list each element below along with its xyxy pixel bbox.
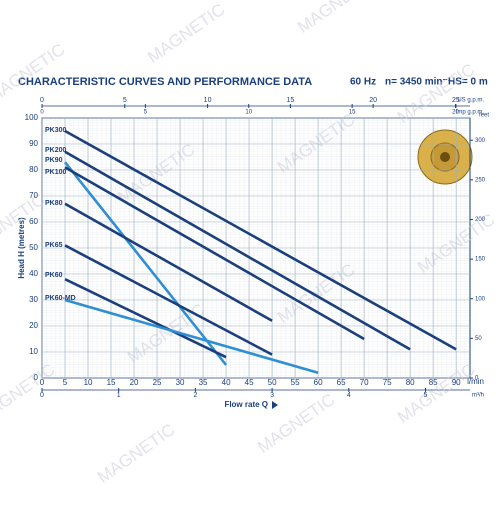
chart-title: CHARACTERISTIC CURVES AND PERFORMANCE DA… <box>18 76 312 88</box>
y2-tick-label: 250 <box>475 177 486 183</box>
axis-unit: Imp g.p.m. <box>456 110 485 116</box>
x-tick-label: 65 <box>337 378 346 387</box>
y-tick-label: 0 <box>34 373 39 382</box>
secondary-tick-label: 0 <box>40 110 44 116</box>
y-tick-label: 50 <box>29 243 38 252</box>
series-label: PK65 <box>45 242 63 249</box>
x-tick-label: 25 <box>153 378 162 387</box>
x-tick-label: 10 <box>84 378 93 387</box>
y-tick-label: 70 <box>29 191 38 200</box>
x-tick-label: 35 <box>199 378 208 387</box>
y2-tick-label: 0 <box>475 376 479 382</box>
series-line <box>64 202 273 322</box>
secondary-tick-label: 10 <box>204 97 212 104</box>
x-tick-label: 55 <box>291 378 300 387</box>
x-tick-label: 60 <box>314 378 323 387</box>
axis-unit: US g.p.m. <box>457 98 484 104</box>
secondary-tick-label: 5 <box>144 110 148 116</box>
y-tick-label: 40 <box>29 269 38 278</box>
secondary-tick-label: 4 <box>347 392 351 399</box>
x-tick-label: 85 <box>429 378 438 387</box>
secondary-tick-label: 0 <box>40 97 44 104</box>
secondary-tick-label: 25 <box>452 97 460 104</box>
annotation: 60 Hz <box>350 77 376 88</box>
x-axis-title: Flow rate Q <box>224 400 268 409</box>
secondary-tick-label: 2 <box>193 392 197 399</box>
secondary-tick-label: 0 <box>40 392 44 399</box>
secondary-tick-label: 1 <box>117 392 121 399</box>
x-tick-label: 20 <box>130 378 139 387</box>
series-line <box>63 161 228 366</box>
series-label: PK100 <box>45 169 67 176</box>
series-label: PK90 <box>45 157 63 164</box>
x-tick-label: 70 <box>360 378 369 387</box>
x-tick-label: 30 <box>176 378 185 387</box>
x-tick-label: 5 <box>63 378 68 387</box>
watermark: MAGNETIC <box>294 0 378 37</box>
axis-unit: feet <box>479 113 489 119</box>
secondary-tick-label: 3 <box>270 392 274 399</box>
x-tick-label: 75 <box>383 378 392 387</box>
y2-tick-label: 300 <box>475 138 486 144</box>
annotation: n= 3450 min⁻¹ <box>385 77 452 88</box>
secondary-tick-label: 5 <box>424 392 428 399</box>
arrow <box>272 401 278 409</box>
y-tick-label: 60 <box>29 217 38 226</box>
series-label: PK60 <box>45 272 63 279</box>
y-tick-label: 10 <box>29 347 38 356</box>
secondary-tick-label: 5 <box>123 97 127 104</box>
series-label: PK300 <box>45 127 67 134</box>
x-tick-label: 0 <box>40 378 45 387</box>
series-line <box>64 129 457 351</box>
y2-tick-label: 200 <box>475 217 486 223</box>
x-tick-label: 50 <box>268 378 277 387</box>
secondary-tick-label: 15 <box>286 97 294 104</box>
secondary-tick-label: 15 <box>349 110 356 116</box>
secondary-tick-label: 10 <box>245 110 252 116</box>
series-line <box>64 166 365 341</box>
y-tick-label: 90 <box>29 139 38 148</box>
watermark: MAGNETIC <box>394 60 478 127</box>
x-unit: l/min <box>467 377 484 386</box>
series-label: PK80 <box>45 200 63 207</box>
y-tick-label: 100 <box>25 113 39 122</box>
axis-unit: m³/h <box>472 393 484 399</box>
watermark: MAGNETIC <box>0 360 58 427</box>
x-tick-label: 40 <box>222 378 231 387</box>
y2-tick-label: 100 <box>475 296 486 302</box>
series-line <box>64 244 273 356</box>
series-label: PK200 <box>45 147 67 154</box>
y-tick-label: 30 <box>29 295 38 304</box>
watermark: MAGNETIC <box>144 0 228 67</box>
series-line <box>64 298 319 375</box>
x-tick-label: 45 <box>245 378 254 387</box>
x-tick-label: 80 <box>406 378 415 387</box>
series-line <box>64 150 411 351</box>
x-tick-label: 90 <box>452 378 461 387</box>
y2-tick-label: 150 <box>475 257 486 263</box>
y-axis-title: Head H (metres) <box>17 217 26 279</box>
watermark: MAGNETIC <box>0 40 68 107</box>
y2-tick-label: 50 <box>475 336 482 342</box>
watermark: MAGNETIC <box>94 420 178 487</box>
secondary-tick-label: 20 <box>452 110 459 116</box>
secondary-tick-label: 20 <box>369 97 377 104</box>
x-tick-label: 15 <box>107 378 116 387</box>
impeller <box>417 129 473 185</box>
y-tick-label: 20 <box>29 321 38 330</box>
annotation: HS= 0 m <box>448 77 488 88</box>
y-tick-label: 80 <box>29 165 38 174</box>
series-line <box>64 278 227 359</box>
series-label: PK60-MD <box>45 295 76 302</box>
